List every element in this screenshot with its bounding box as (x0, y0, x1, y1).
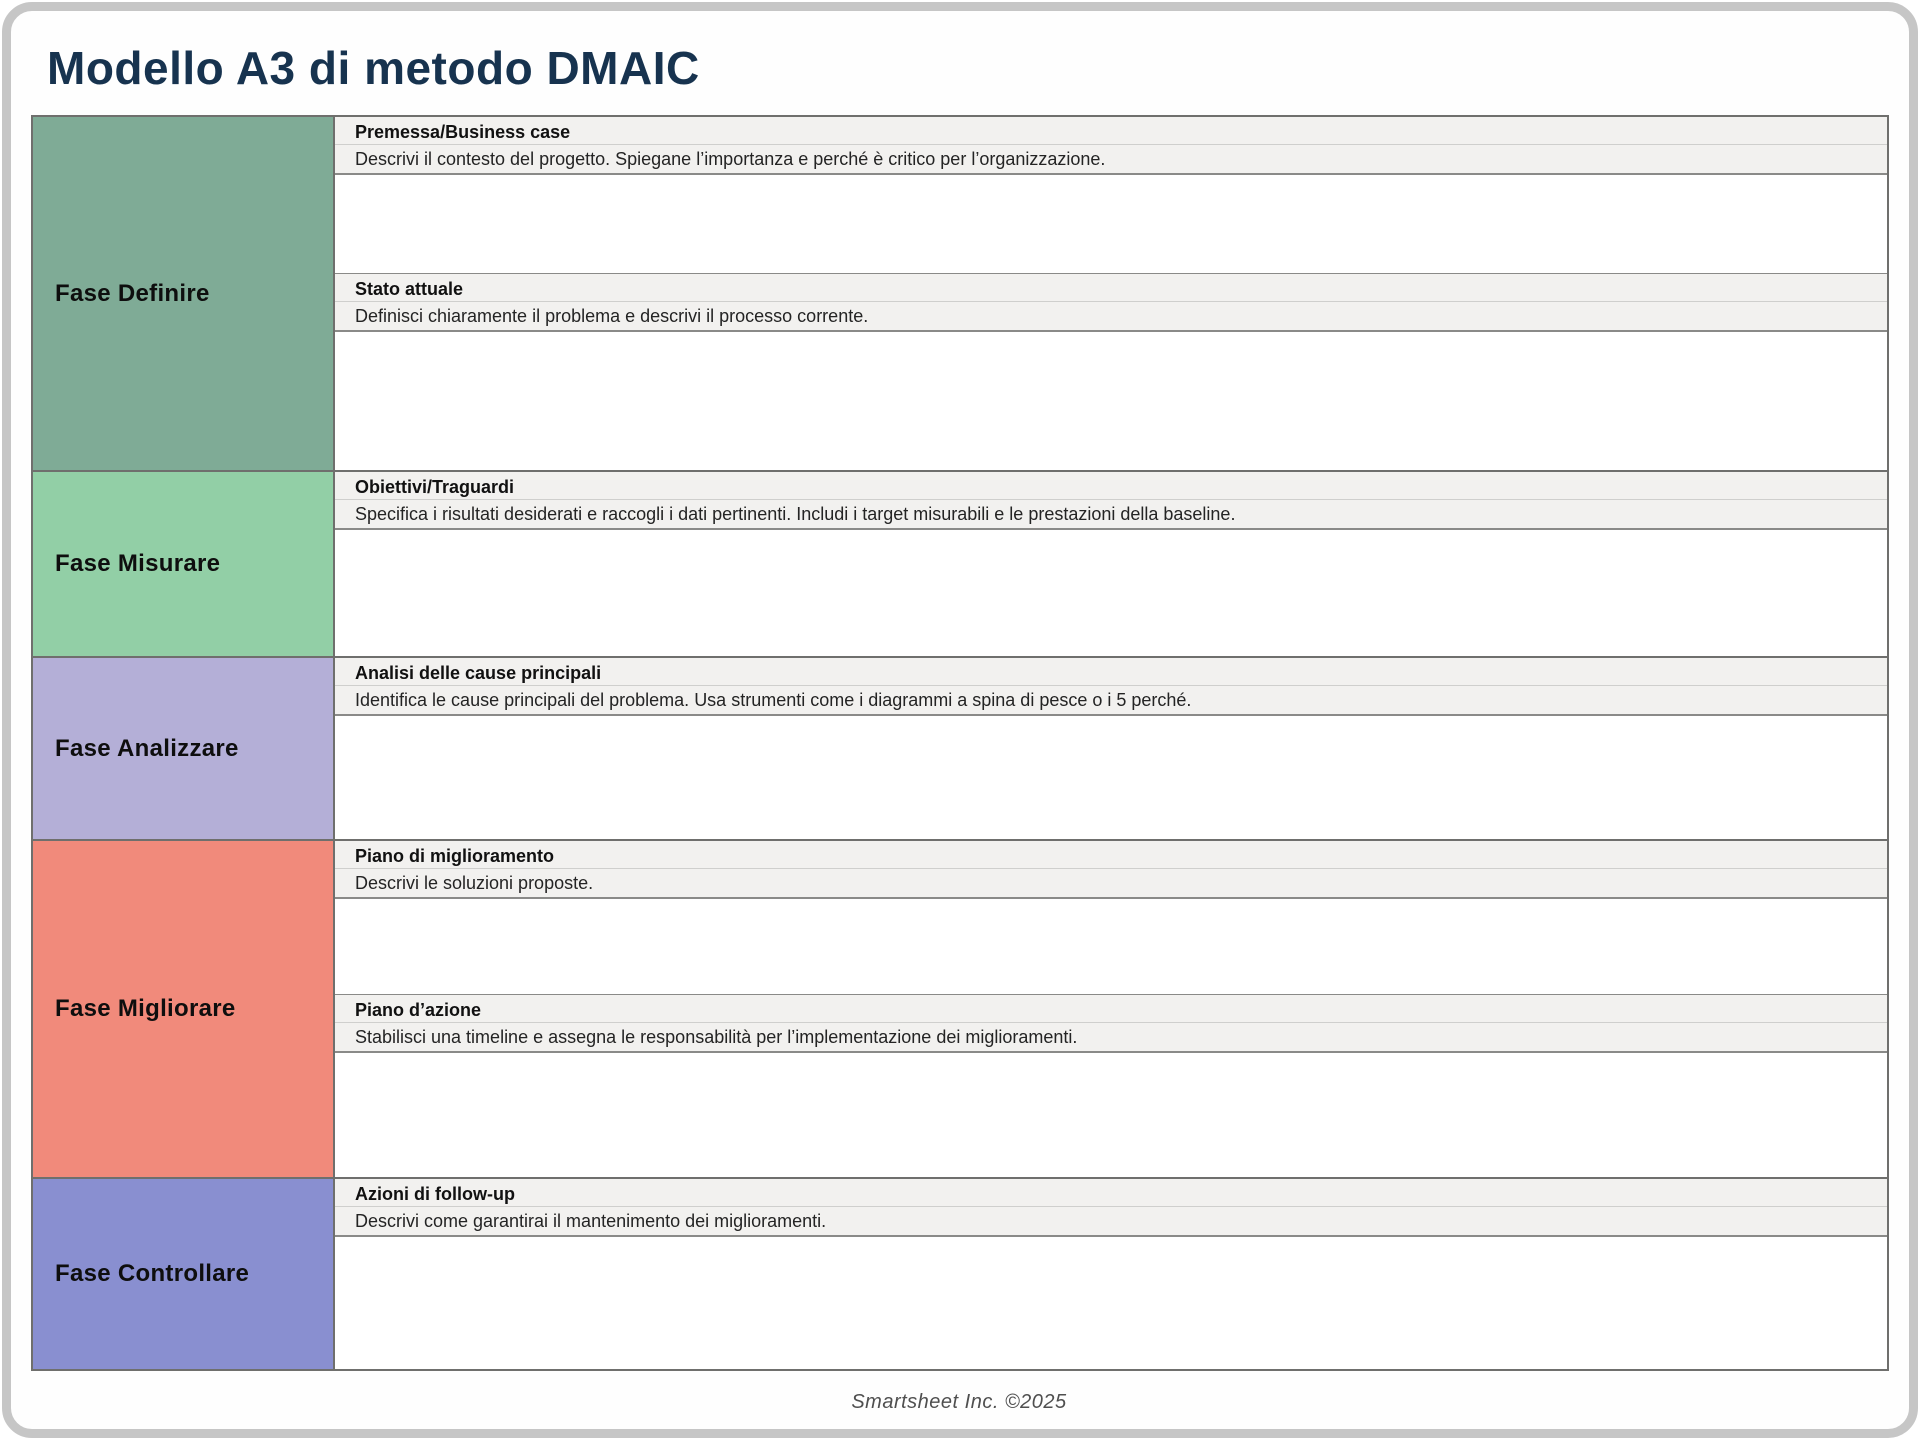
section-entry-area (335, 899, 1887, 994)
section-band-piano-miglioramento: Piano di miglioramento Descrivi le soluz… (335, 841, 1887, 899)
phase-row-misurare: Fase Misurare Obiettivi/Traguardi Specif… (33, 470, 1887, 656)
section-entry-area (335, 332, 1887, 470)
phase-label-cell-definire: Fase Definire (33, 117, 335, 470)
dmaic-table: Fase Definire Premessa/Business case Des… (31, 115, 1889, 1371)
phase-content-misurare: Obiettivi/Traguardi Specifica i risultat… (335, 472, 1887, 656)
section-band-premessa: Premessa/Business case Descrivi il conte… (335, 117, 1887, 175)
phase-content-analizzare: Analisi delle cause principali Identific… (335, 658, 1887, 839)
section-entry-area (335, 1237, 1887, 1369)
phase-content-migliorare: Piano di miglioramento Descrivi le soluz… (335, 841, 1887, 1177)
section-entry-area (335, 716, 1887, 839)
footer-copyright: Smartsheet Inc. ©2025 (851, 1391, 1067, 1413)
phase-row-analizzare: Fase Analizzare Analisi delle cause prin… (33, 656, 1887, 839)
phase-content-controllare: Azioni di follow-up Descrivi come garant… (335, 1179, 1887, 1369)
phase-label-misurare: Fase Misurare (55, 550, 221, 577)
section-description: Identifica le cause principali del probl… (355, 690, 1192, 710)
section-heading: Obiettivi/Traguardi (335, 472, 1887, 500)
section-heading: Piano d’azione (335, 995, 1887, 1023)
section-description: Descrivi il contesto del progetto. Spieg… (355, 149, 1106, 169)
section-band-piano-azione: Piano d’azione Stabilisci una timeline e… (335, 994, 1887, 1053)
phase-label-cell-migliorare: Fase Migliorare (33, 841, 335, 1177)
section-band-stato-attuale: Stato attuale Definisci chiaramente il p… (335, 273, 1887, 332)
phase-label-analizzare: Fase Analizzare (55, 734, 239, 762)
section-heading: Premessa/Business case (335, 117, 1887, 145)
phase-label-controllare: Fase Controllare (55, 1260, 250, 1287)
page-title: Modello A3 di metodo DMAIC (47, 42, 700, 94)
section-heading: Stato attuale (335, 274, 1887, 302)
section-heading: Analisi delle cause principali (335, 658, 1887, 686)
phase-label-cell-misurare: Fase Misurare (33, 472, 335, 656)
section-band-analisi-cause: Analisi delle cause principali Identific… (335, 658, 1887, 716)
phase-label-cell-controllare: Fase Controllare (33, 1179, 335, 1369)
phase-label-cell-analizzare: Fase Analizzare (33, 658, 335, 839)
section-description: Specifica i risultati desiderati e racco… (355, 504, 1236, 524)
section-description: Descrivi come garantirai il mantenimento… (355, 1211, 827, 1231)
section-description: Descrivi le soluzioni proposte. (355, 873, 594, 893)
section-heading: Azioni di follow-up (335, 1179, 1887, 1207)
phase-label-migliorare: Fase Migliorare (55, 995, 236, 1022)
section-heading: Piano di miglioramento (335, 841, 1887, 869)
section-entry-area (335, 175, 1887, 273)
phase-row-definire: Fase Definire Premessa/Business case Des… (33, 117, 1887, 470)
phase-label-definire: Fase Definire (55, 279, 210, 307)
section-description: Stabilisci una timeline e assegna le res… (355, 1027, 1078, 1047)
section-entry-area (335, 1053, 1887, 1177)
phase-row-controllare: Fase Controllare Azioni di follow-up Des… (33, 1177, 1887, 1369)
section-band-follow-up: Azioni di follow-up Descrivi come garant… (335, 1179, 1887, 1237)
section-entry-area (335, 530, 1887, 656)
phase-row-migliorare: Fase Migliorare Piano di miglioramento D… (33, 839, 1887, 1177)
phase-content-definire: Premessa/Business case Descrivi il conte… (335, 117, 1887, 470)
section-description: Definisci chiaramente il problema e desc… (355, 306, 869, 326)
section-band-obiettivi: Obiettivi/Traguardi Specifica i risultat… (335, 472, 1887, 530)
